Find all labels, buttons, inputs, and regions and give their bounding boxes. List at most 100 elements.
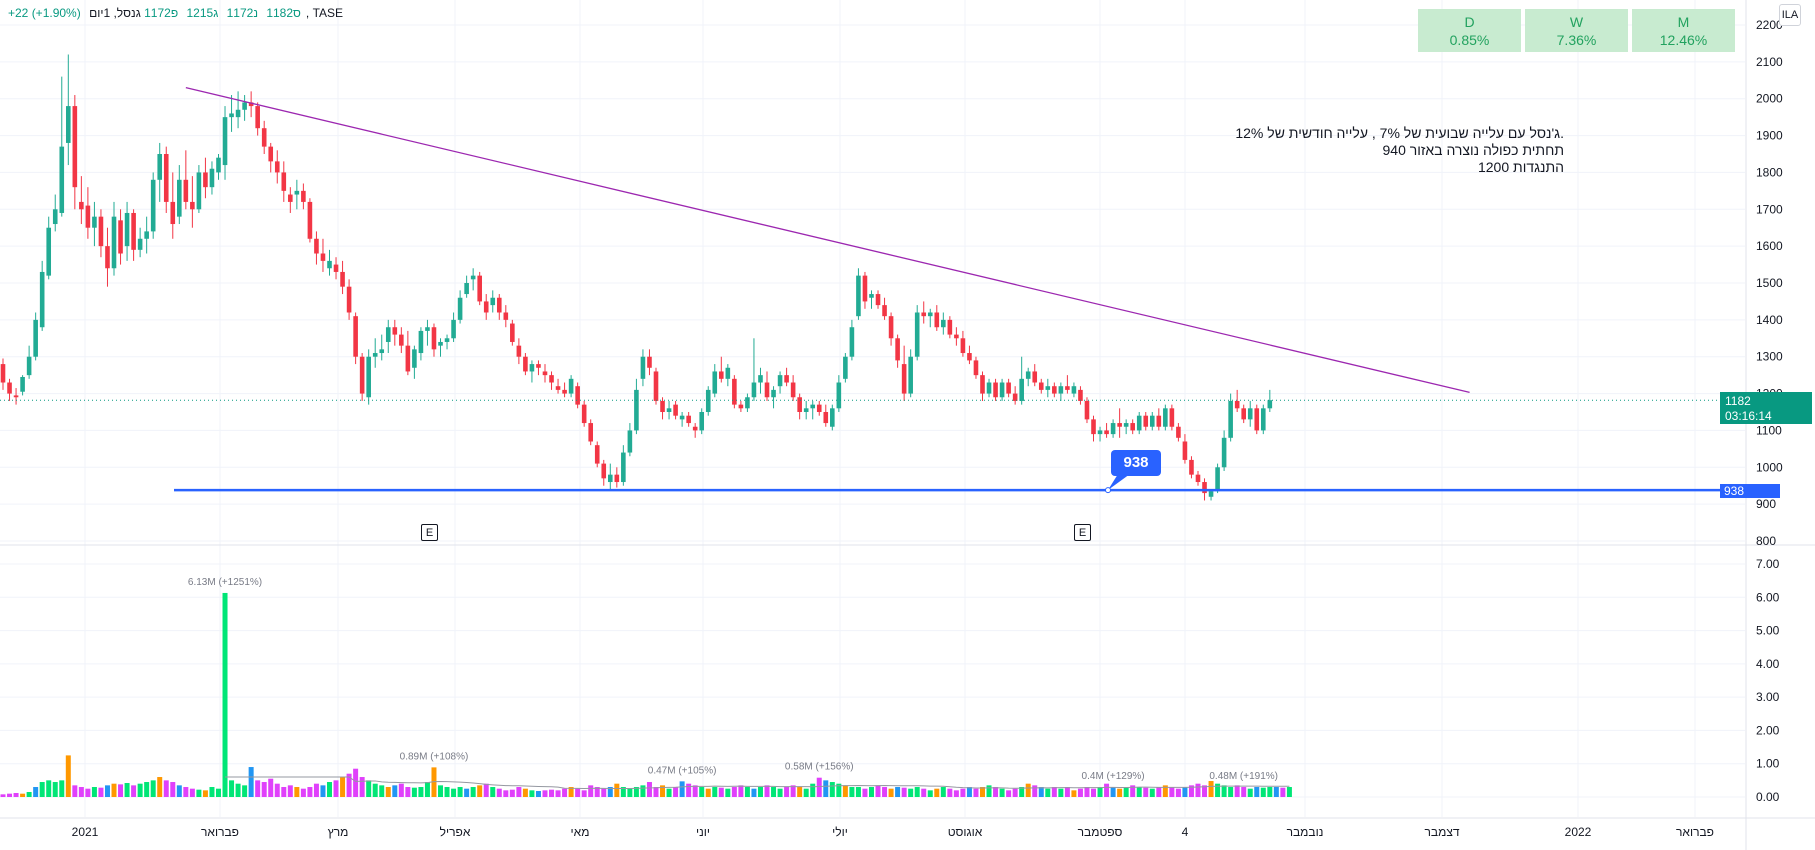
time-tick-label: 2021: [72, 825, 99, 839]
volume-bar: [424, 782, 430, 797]
time-tick-label: מאי: [571, 825, 590, 839]
volume-bar: [398, 783, 404, 797]
volume-bar: [731, 787, 737, 797]
volume-bar: [333, 780, 339, 797]
volume-bar: [52, 782, 58, 797]
candle-body: [1078, 389, 1083, 401]
volume-bar: [39, 782, 45, 797]
volume-tick-label: 2.00: [1756, 723, 1780, 737]
candle-body: [823, 412, 829, 424]
currency-label[interactable]: ILA: [1779, 4, 1801, 26]
volume-bar: [771, 787, 777, 797]
candle-body: [229, 113, 234, 118]
candle-body: [1202, 482, 1207, 494]
time-tick-label: דצמבר: [1424, 825, 1459, 839]
candle-body: [1032, 371, 1038, 383]
price-tick-label: 1100: [1756, 423, 1782, 437]
candle-body: [353, 316, 358, 357]
volume-bar: [353, 768, 359, 797]
candle-body: [72, 106, 78, 188]
volume-bar: [1025, 783, 1031, 797]
price-tick-label: 1900: [1756, 129, 1783, 143]
volume-bar: [33, 787, 39, 797]
volume-bar: [157, 777, 163, 797]
candle-body: [222, 117, 228, 166]
volume-bar: [1077, 788, 1083, 797]
volume-bar: [895, 787, 901, 797]
candle-body: [1091, 419, 1096, 435]
earnings-badge[interactable]: E: [1074, 524, 1091, 541]
candle-body: [927, 312, 933, 317]
candle-body: [529, 364, 535, 372]
last-price-label: 1182 03:16:14: [1720, 392, 1812, 424]
volume-bar: [1267, 787, 1273, 797]
earnings-badge[interactable]: E: [421, 524, 438, 541]
candle-body: [196, 172, 202, 210]
text-note[interactable]: .ג'נסל עם עלייה שבועית של 7% , עלייה חוד…: [1150, 125, 1564, 176]
volume-bar: [307, 787, 313, 797]
volume-bar: [1169, 787, 1175, 797]
volume-bar: [0, 794, 6, 797]
candle-body: [1117, 423, 1122, 427]
volume-bar: [1032, 785, 1038, 797]
volume-bar: [790, 785, 796, 797]
candle-body: [1097, 430, 1103, 435]
candle-body: [790, 382, 796, 398]
volume-bar: [908, 788, 914, 797]
candle-body: [79, 201, 84, 210]
candle-body: [85, 205, 91, 228]
volume-bar: [144, 782, 150, 797]
volume-bar: [699, 787, 705, 797]
volume-bar: [196, 789, 202, 797]
level-price-bubble[interactable]: 938: [1111, 450, 1161, 476]
volume-bar: [1045, 788, 1051, 797]
candle-body: [20, 376, 25, 392]
candle-body: [738, 404, 744, 409]
volume-bar: [555, 790, 561, 797]
candle-body: [673, 404, 678, 416]
volume-bar: [1123, 787, 1129, 797]
volume-bar: [215, 788, 221, 797]
candle-body: [1123, 423, 1129, 427]
time-tick-label: 4: [1182, 825, 1189, 839]
candle-body: [1143, 415, 1149, 427]
volume-bar: [1182, 787, 1188, 797]
volume-bar: [588, 785, 594, 797]
candle-body: [830, 408, 835, 427]
volume-bar: [601, 788, 607, 797]
candle-body: [692, 426, 698, 431]
volume-bar: [784, 787, 790, 797]
candle-body: [255, 106, 260, 129]
candle-body: [1254, 408, 1260, 431]
time-tick-label: נובמבר: [1287, 825, 1324, 839]
time-tick-label: פברואר: [201, 825, 239, 839]
price-tick-label: 2100: [1756, 55, 1783, 69]
candle-body: [281, 172, 287, 191]
volume-bar: [803, 788, 809, 797]
volume-bar: [170, 782, 176, 797]
candle-body: [405, 345, 411, 372]
candle-body: [666, 408, 672, 412]
candle-body: [118, 220, 123, 254]
candle-body: [862, 275, 868, 302]
candle-body: [268, 146, 274, 162]
volume-bar: [65, 755, 71, 797]
volume-bar: [1175, 788, 1181, 797]
candle-body: [895, 338, 900, 361]
candle-body: [1019, 378, 1024, 401]
volume-bar: [111, 783, 117, 797]
candle-body: [288, 194, 293, 202]
volume-bar: [457, 787, 463, 797]
volume-annotation: 0.48M (+191%): [1209, 771, 1278, 782]
volume-bar: [999, 788, 1005, 797]
volume-bar: [235, 783, 241, 797]
candle-body: [359, 356, 365, 394]
volume-bar: [640, 785, 646, 797]
candle-body: [137, 238, 143, 250]
volume-bar: [202, 790, 208, 797]
candle-body: [1169, 408, 1175, 427]
volume-bar: [78, 787, 84, 797]
volume-annotation: 6.13M (+1251%): [188, 577, 262, 588]
volume-bar: [764, 785, 770, 797]
